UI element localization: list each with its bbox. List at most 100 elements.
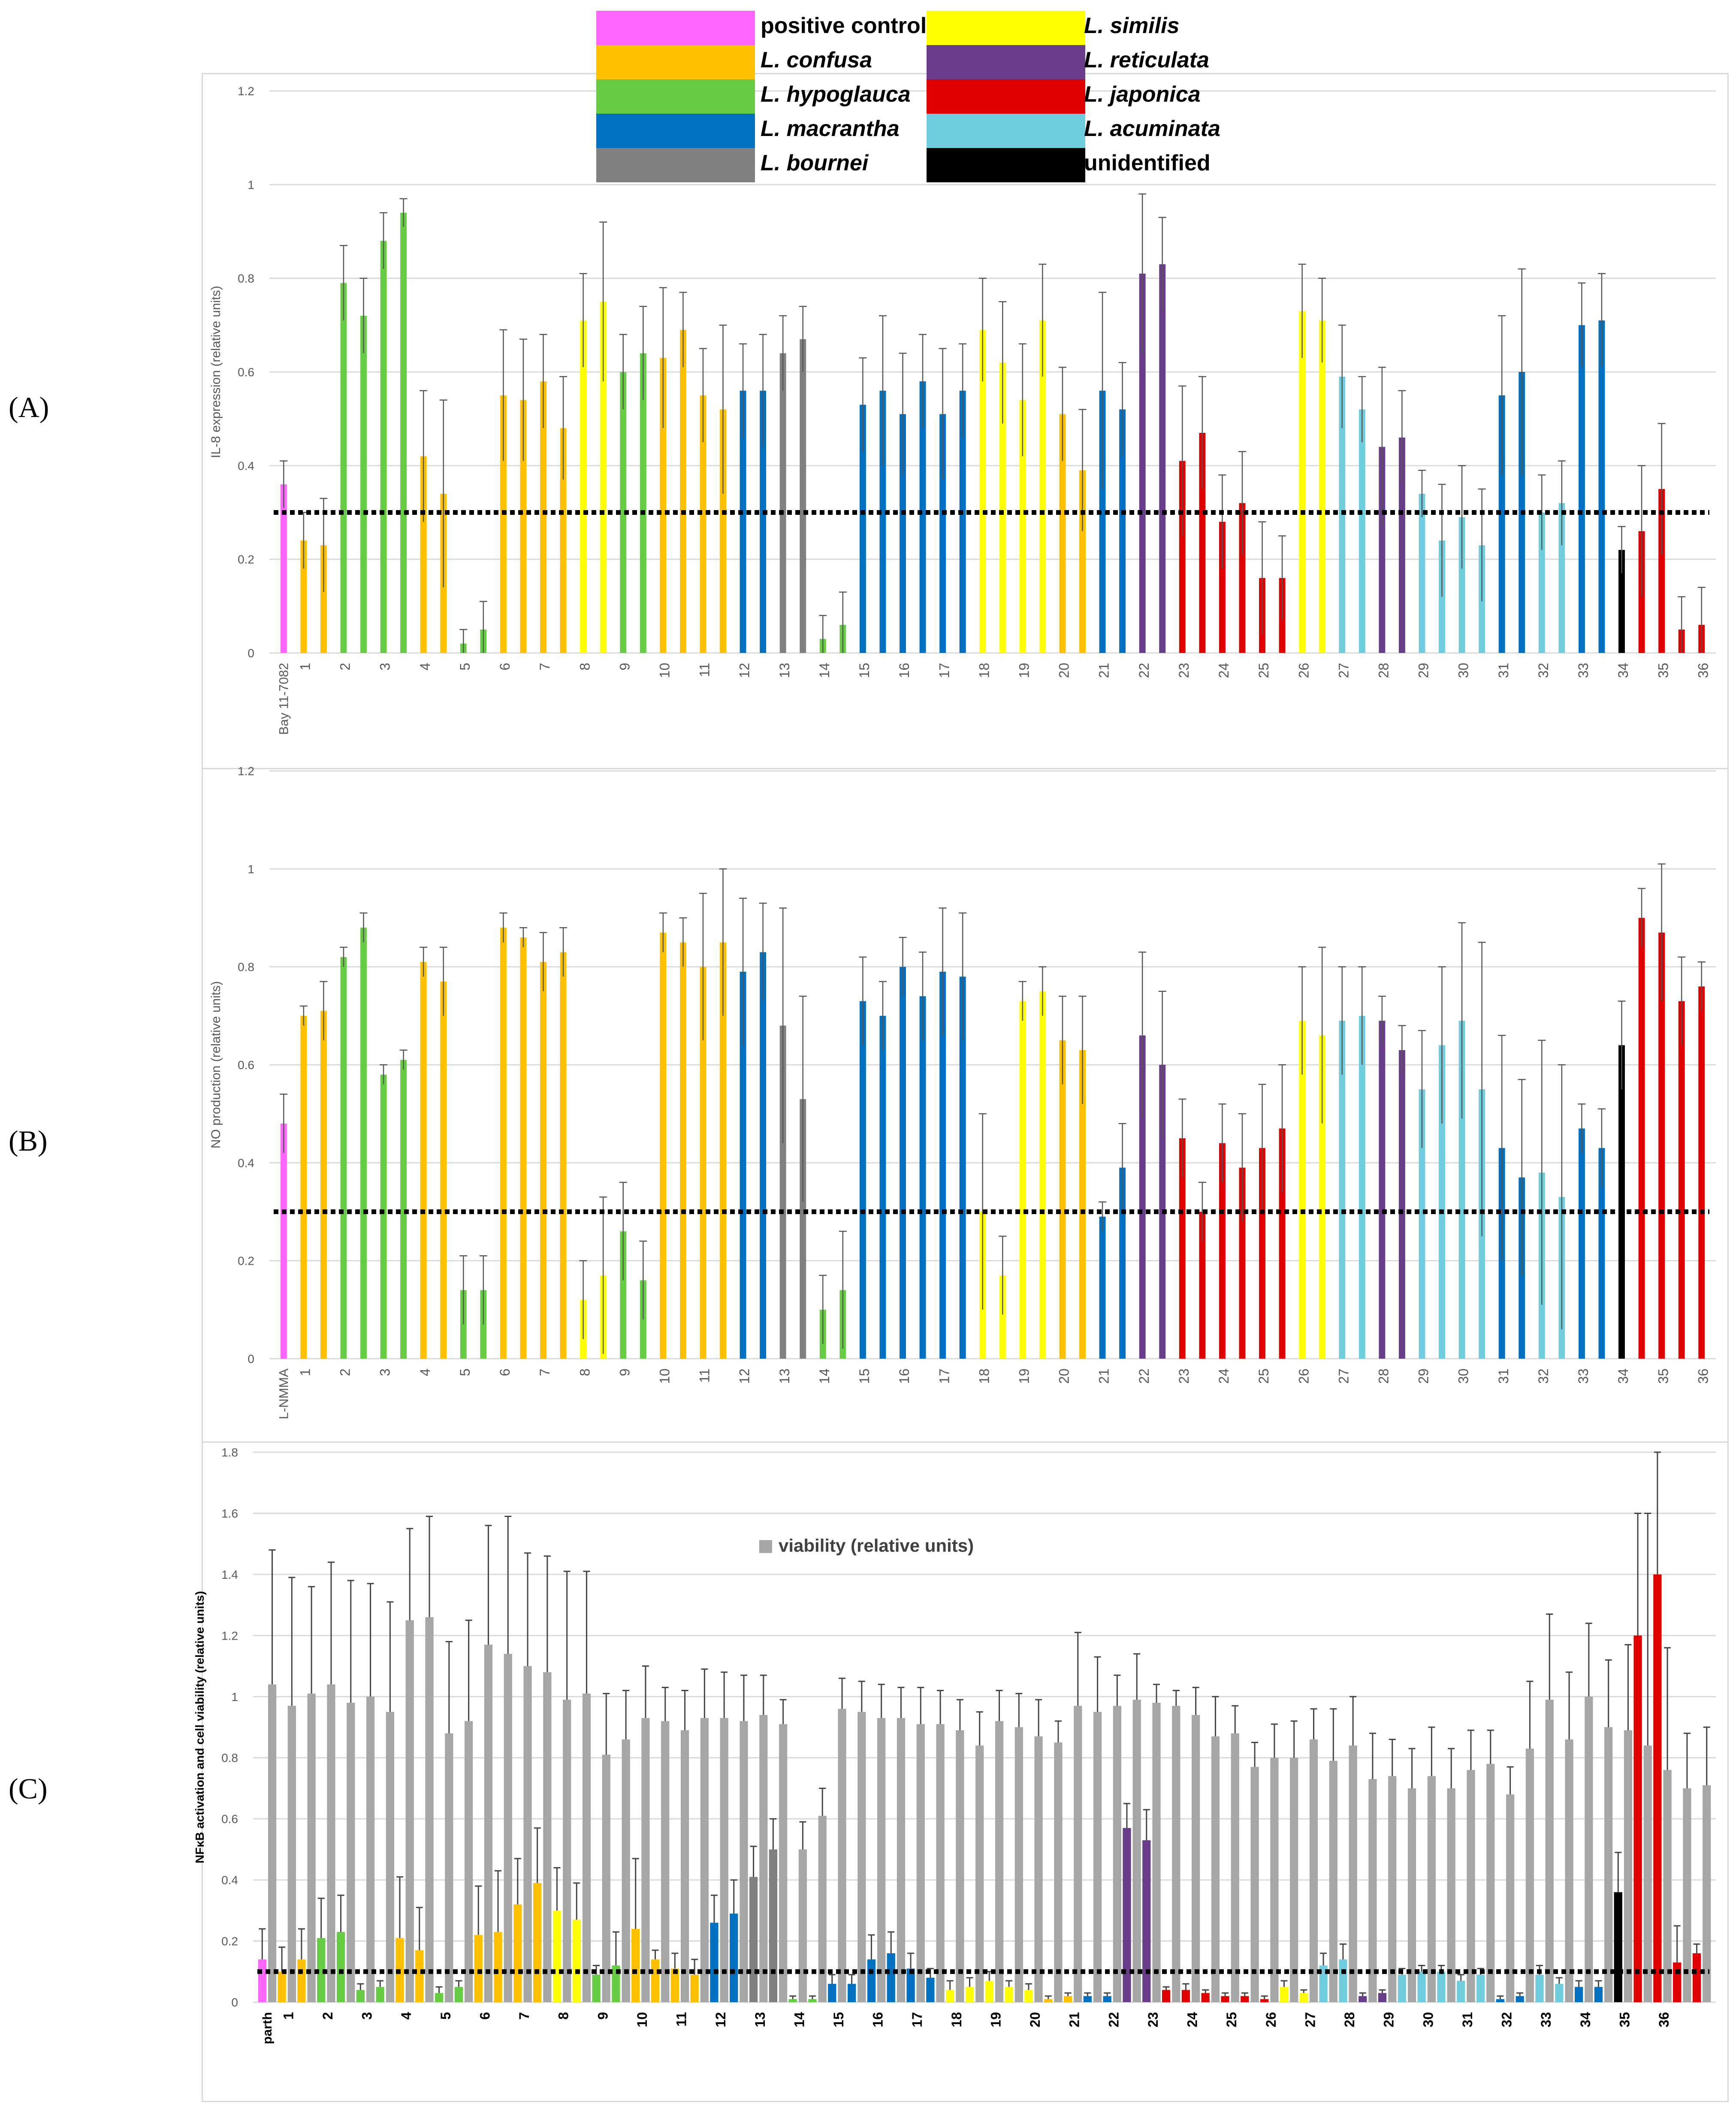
data-bar [1379, 1021, 1386, 1359]
viability-bar [1545, 1699, 1554, 2002]
data-bar [1099, 390, 1106, 653]
data-bar [400, 212, 407, 653]
viability-bar [759, 1715, 768, 2002]
activity-bar [474, 1935, 483, 2002]
viability-bar [1113, 1706, 1122, 2002]
legend-swatch-reticulata [927, 45, 1085, 79]
activity-bar [1594, 1987, 1603, 2002]
x-group-label: 5 [438, 2012, 453, 2020]
data-bar [939, 414, 946, 653]
x-group-label: 15 [831, 2012, 846, 2027]
viability-bar [307, 1693, 316, 2002]
data-bar [1079, 1050, 1086, 1359]
data-bar [720, 942, 726, 1359]
x-group-label: 35 [1655, 1369, 1671, 1384]
data-bar [660, 932, 667, 1359]
legend-swatch-positive-control [596, 11, 755, 45]
legend-swatch-confusa [596, 45, 755, 79]
y-tick-label: 0.2 [238, 1254, 254, 1268]
viability-bar [1093, 1712, 1102, 2002]
x-group-label: 13 [777, 663, 792, 678]
activity-bar [317, 1938, 326, 2002]
activity-bar [847, 1984, 856, 2002]
activity-bar [592, 1974, 601, 2002]
panel-label-a: (A) [9, 391, 49, 423]
data-bar [1119, 409, 1126, 653]
activity-bar [788, 1999, 797, 2002]
data-bar [1498, 395, 1505, 653]
x-group-label: 27 [1336, 663, 1351, 678]
activity-bar [985, 1981, 993, 2002]
viability-bar [700, 1718, 709, 2002]
y-tick-label: 0.8 [221, 1751, 238, 1765]
x-group-label: 15 [857, 663, 872, 678]
viability-legend-label: viability (relative units) [779, 1535, 974, 1556]
data-bar [919, 381, 926, 653]
viability-bar [1211, 1736, 1220, 2002]
activity-bar [1574, 1987, 1583, 2002]
x-group-label: 21 [1096, 1369, 1112, 1384]
activity-bar [1123, 1828, 1131, 2002]
y-tick-label: 1.4 [221, 1568, 238, 1581]
x-group-label: 17 [909, 2012, 925, 2027]
y-tick-label: 0 [248, 647, 254, 660]
data-bar [779, 353, 786, 653]
viability-bar [1585, 1696, 1593, 2002]
data-bar [560, 428, 567, 653]
x-group-label: 7 [537, 663, 553, 671]
viability-bar [1270, 1758, 1279, 2002]
x-group-label: 4 [399, 2012, 414, 2020]
y-tick-label: 0.2 [238, 553, 254, 566]
data-bar [520, 400, 527, 653]
x-group-label: 10 [657, 1369, 672, 1384]
data-bar [1239, 1167, 1246, 1359]
viability-bar [1290, 1758, 1298, 2002]
data-bar [1059, 1040, 1066, 1359]
x-group-label: 19 [1016, 1369, 1032, 1384]
x-group-label: 2 [338, 663, 353, 671]
data-bar [1299, 1021, 1306, 1359]
activity-bar [1319, 1965, 1328, 2002]
data-bar [1618, 1045, 1625, 1359]
viability-bar [641, 1718, 650, 2002]
data-bar [660, 358, 667, 653]
viability-bar [936, 1724, 945, 2002]
data-bar [1458, 1021, 1465, 1359]
legend-label-acuminata: L. acuminata [1084, 116, 1220, 141]
viability-bar [877, 1718, 886, 2002]
x-group-label: 14 [817, 1369, 832, 1384]
activity-bar [946, 1990, 954, 2002]
y-tick-label: 1.8 [221, 1446, 238, 1459]
viability-bar [1132, 1699, 1141, 2002]
viability-bar [1231, 1733, 1239, 2002]
x-group-label: 17 [936, 1369, 952, 1384]
x-group-label: 4 [417, 1369, 433, 1376]
data-bar [900, 414, 906, 653]
x-group-label: 10 [634, 2012, 650, 2027]
data-bar [760, 952, 767, 1359]
data-bar [380, 241, 387, 653]
data-bar [340, 957, 347, 1359]
data-bar [1658, 489, 1665, 653]
viability-bar [995, 1721, 1004, 2002]
y-axis-title: IL-8 expression (relative units) [209, 286, 223, 458]
x-group-label: 30 [1456, 1369, 1471, 1384]
data-bar [360, 316, 367, 653]
x-group-label: 18 [976, 663, 992, 678]
y-tick-label: 0.4 [238, 1156, 254, 1169]
activity-bar [1083, 1996, 1092, 2002]
viability-bar [1014, 1727, 1023, 2002]
activity-bar [1241, 1996, 1249, 2002]
data-bar [320, 545, 327, 653]
viability-bar [445, 1733, 453, 2002]
x-group-label: 25 [1256, 1369, 1271, 1384]
x-group-label: 4 [417, 663, 433, 671]
viability-bar [1250, 1767, 1259, 2002]
data-bar [400, 1060, 407, 1359]
y-axis-title: NFκB activation and cell viability (rela… [193, 1591, 206, 1864]
data-bar [1658, 932, 1665, 1359]
viability-bar [1486, 1764, 1495, 2002]
data-bar [280, 484, 287, 653]
viability-bar [1054, 1742, 1063, 2002]
activity-bar [297, 1959, 306, 2002]
